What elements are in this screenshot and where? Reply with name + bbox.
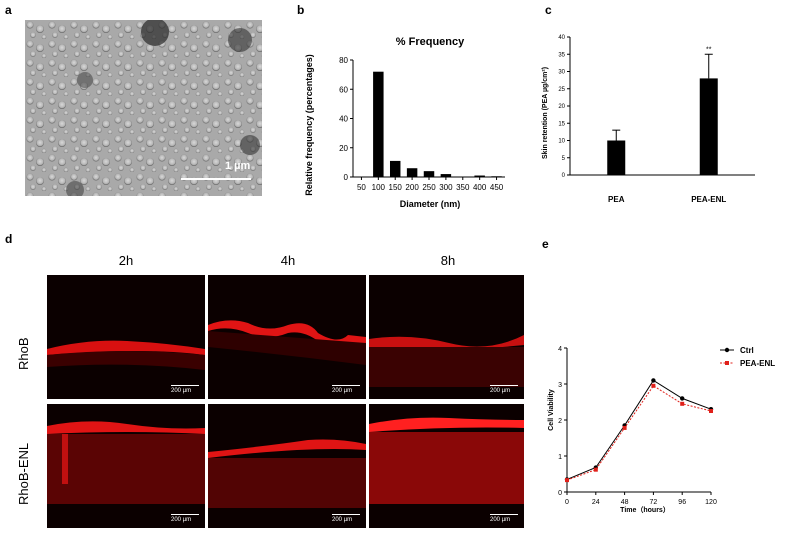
row-label-rhob-enl: RhoB-ENL: [16, 442, 31, 505]
y-tick-label: 20: [339, 144, 348, 153]
frequency-chart: % Frequency Relative frequency (percenta…: [304, 36, 505, 209]
bar: [491, 176, 502, 177]
scale-bar: [171, 514, 199, 515]
scale-label: 200 µm: [490, 517, 511, 523]
fluorescence-image-rhob-8h: 200 µm: [369, 275, 524, 399]
series-line: [566, 385, 712, 481]
panel-d-letter: d: [5, 232, 13, 246]
x-tick-label: 48: [621, 499, 629, 506]
x-tick-label: 50: [357, 183, 366, 192]
fluorescence-image-rhob-enl-8h: 200 µm: [369, 404, 524, 528]
y-tick-label: 40: [339, 115, 348, 124]
scale-bar: [490, 385, 518, 386]
scale-label: 200 µm: [171, 517, 192, 523]
data-point: [680, 401, 685, 406]
x-tick-label: 72: [650, 499, 658, 506]
column-label-8h: 8h: [440, 253, 456, 268]
data-point: [622, 425, 627, 430]
chart-title: % Frequency: [396, 36, 465, 48]
bar: [389, 160, 401, 177]
y-tick-label: 2: [558, 418, 562, 425]
scale-label: 200 µm: [490, 388, 511, 394]
data-point: [651, 383, 656, 388]
y-axis-label: Relative frequency (percentages): [304, 54, 314, 196]
panel-c-letter: c: [545, 3, 552, 17]
bar: [373, 71, 384, 177]
y-tick-label: 30: [558, 70, 565, 76]
y-tick-label: 0: [344, 173, 349, 182]
scale-bar: [181, 178, 251, 180]
y-tick-label: 4: [558, 346, 562, 353]
fluorescence-image-rhob-4h: 200 µm: [208, 275, 366, 399]
y-tick-label: 0: [558, 490, 562, 497]
y-tick-label: 1: [558, 454, 562, 461]
y-tick-label: 10: [558, 139, 565, 145]
y-tick-label: 15: [558, 121, 565, 127]
bar: [406, 168, 418, 177]
skin-retention-chart: Skin retention (PEA µg/cm²) 0 5 10 15 20 25 30…: [542, 35, 755, 204]
y-axis-label: Cell Viability: [548, 389, 555, 431]
scale-bar: [171, 385, 199, 386]
x-tick-label: 400: [473, 183, 487, 192]
panel-e-letter: e: [542, 237, 549, 251]
y-tick-label: 60: [339, 85, 348, 94]
x-tick-label: PEA-ENL: [691, 195, 726, 204]
x-tick-label: 24: [592, 499, 600, 506]
series-line: [566, 379, 712, 480]
data-point: [651, 378, 656, 383]
panel-b-letter: b: [297, 3, 305, 17]
panel-a-letter: a: [5, 3, 12, 17]
scale-label: 200 µm: [171, 388, 192, 394]
bar: [607, 140, 626, 175]
y-tick-label: 35: [558, 52, 565, 58]
x-tick-label: 0: [565, 499, 569, 506]
vesicle-texture: [25, 20, 262, 196]
x-axis-label: Time（hours）: [620, 506, 670, 514]
scale-label: 1 µm: [225, 160, 251, 172]
bar: [423, 171, 435, 177]
data-point: [709, 409, 713, 413]
fluorescence-image-rhob-enl-2h: 200 µm: [47, 404, 205, 528]
data-point: [565, 478, 569, 483]
row-label-rhob: RhoB: [16, 337, 31, 370]
x-tick-label: 200: [405, 183, 419, 192]
x-tick-label: 450: [490, 183, 504, 192]
x-tick-label: 250: [422, 183, 436, 192]
scale-bar: [490, 514, 518, 515]
y-tick-label: 0: [562, 173, 566, 179]
fluorescence-image-rhob-2h: 200 µm: [47, 275, 205, 399]
microscopy-image: 1 µm: [25, 20, 262, 196]
scale-bar: [332, 514, 360, 515]
significance-mark: **: [706, 46, 712, 53]
bar: [474, 175, 485, 177]
x-tick-label: PEA: [608, 195, 625, 204]
x-tick-label: 96: [678, 499, 686, 506]
scale-label: 200 µm: [332, 517, 353, 523]
y-tick-label: 20: [558, 104, 565, 110]
cell-viability-chart: Cell Viability Time（hours） 0 1 2 3 4 0 24 48 72 9…: [548, 346, 775, 514]
bar: [440, 174, 452, 177]
scale-bar: [332, 385, 360, 386]
column-label-2h: 2h: [118, 253, 134, 268]
bar: [699, 78, 718, 175]
legend-label: Ctrl: [740, 346, 754, 355]
y-tick-label: 3: [558, 382, 562, 389]
x-axis-label: Diameter (nm): [400, 199, 461, 209]
y-tick-label: 5: [562, 156, 566, 162]
x-tick-label: 150: [389, 183, 403, 192]
x-tick-label: 350: [456, 183, 470, 192]
x-tick-label: 300: [439, 183, 453, 192]
legend-label: PEA-ENL: [740, 359, 775, 368]
data-point: [593, 467, 598, 472]
y-tick-label: 40: [558, 35, 565, 41]
y-tick-label: 80: [339, 56, 348, 65]
y-tick-label: 25: [558, 87, 565, 93]
fluorescence-image-rhob-enl-4h: 200 µm: [208, 404, 366, 528]
column-label-4h: 4h: [280, 253, 296, 268]
y-axis-label: Skin retention (PEA µg/cm²): [542, 67, 549, 159]
scale-label: 200 µm: [332, 388, 353, 394]
x-tick-label: 100: [372, 183, 386, 192]
data-point: [680, 396, 685, 401]
x-tick-label: 120: [705, 499, 717, 506]
